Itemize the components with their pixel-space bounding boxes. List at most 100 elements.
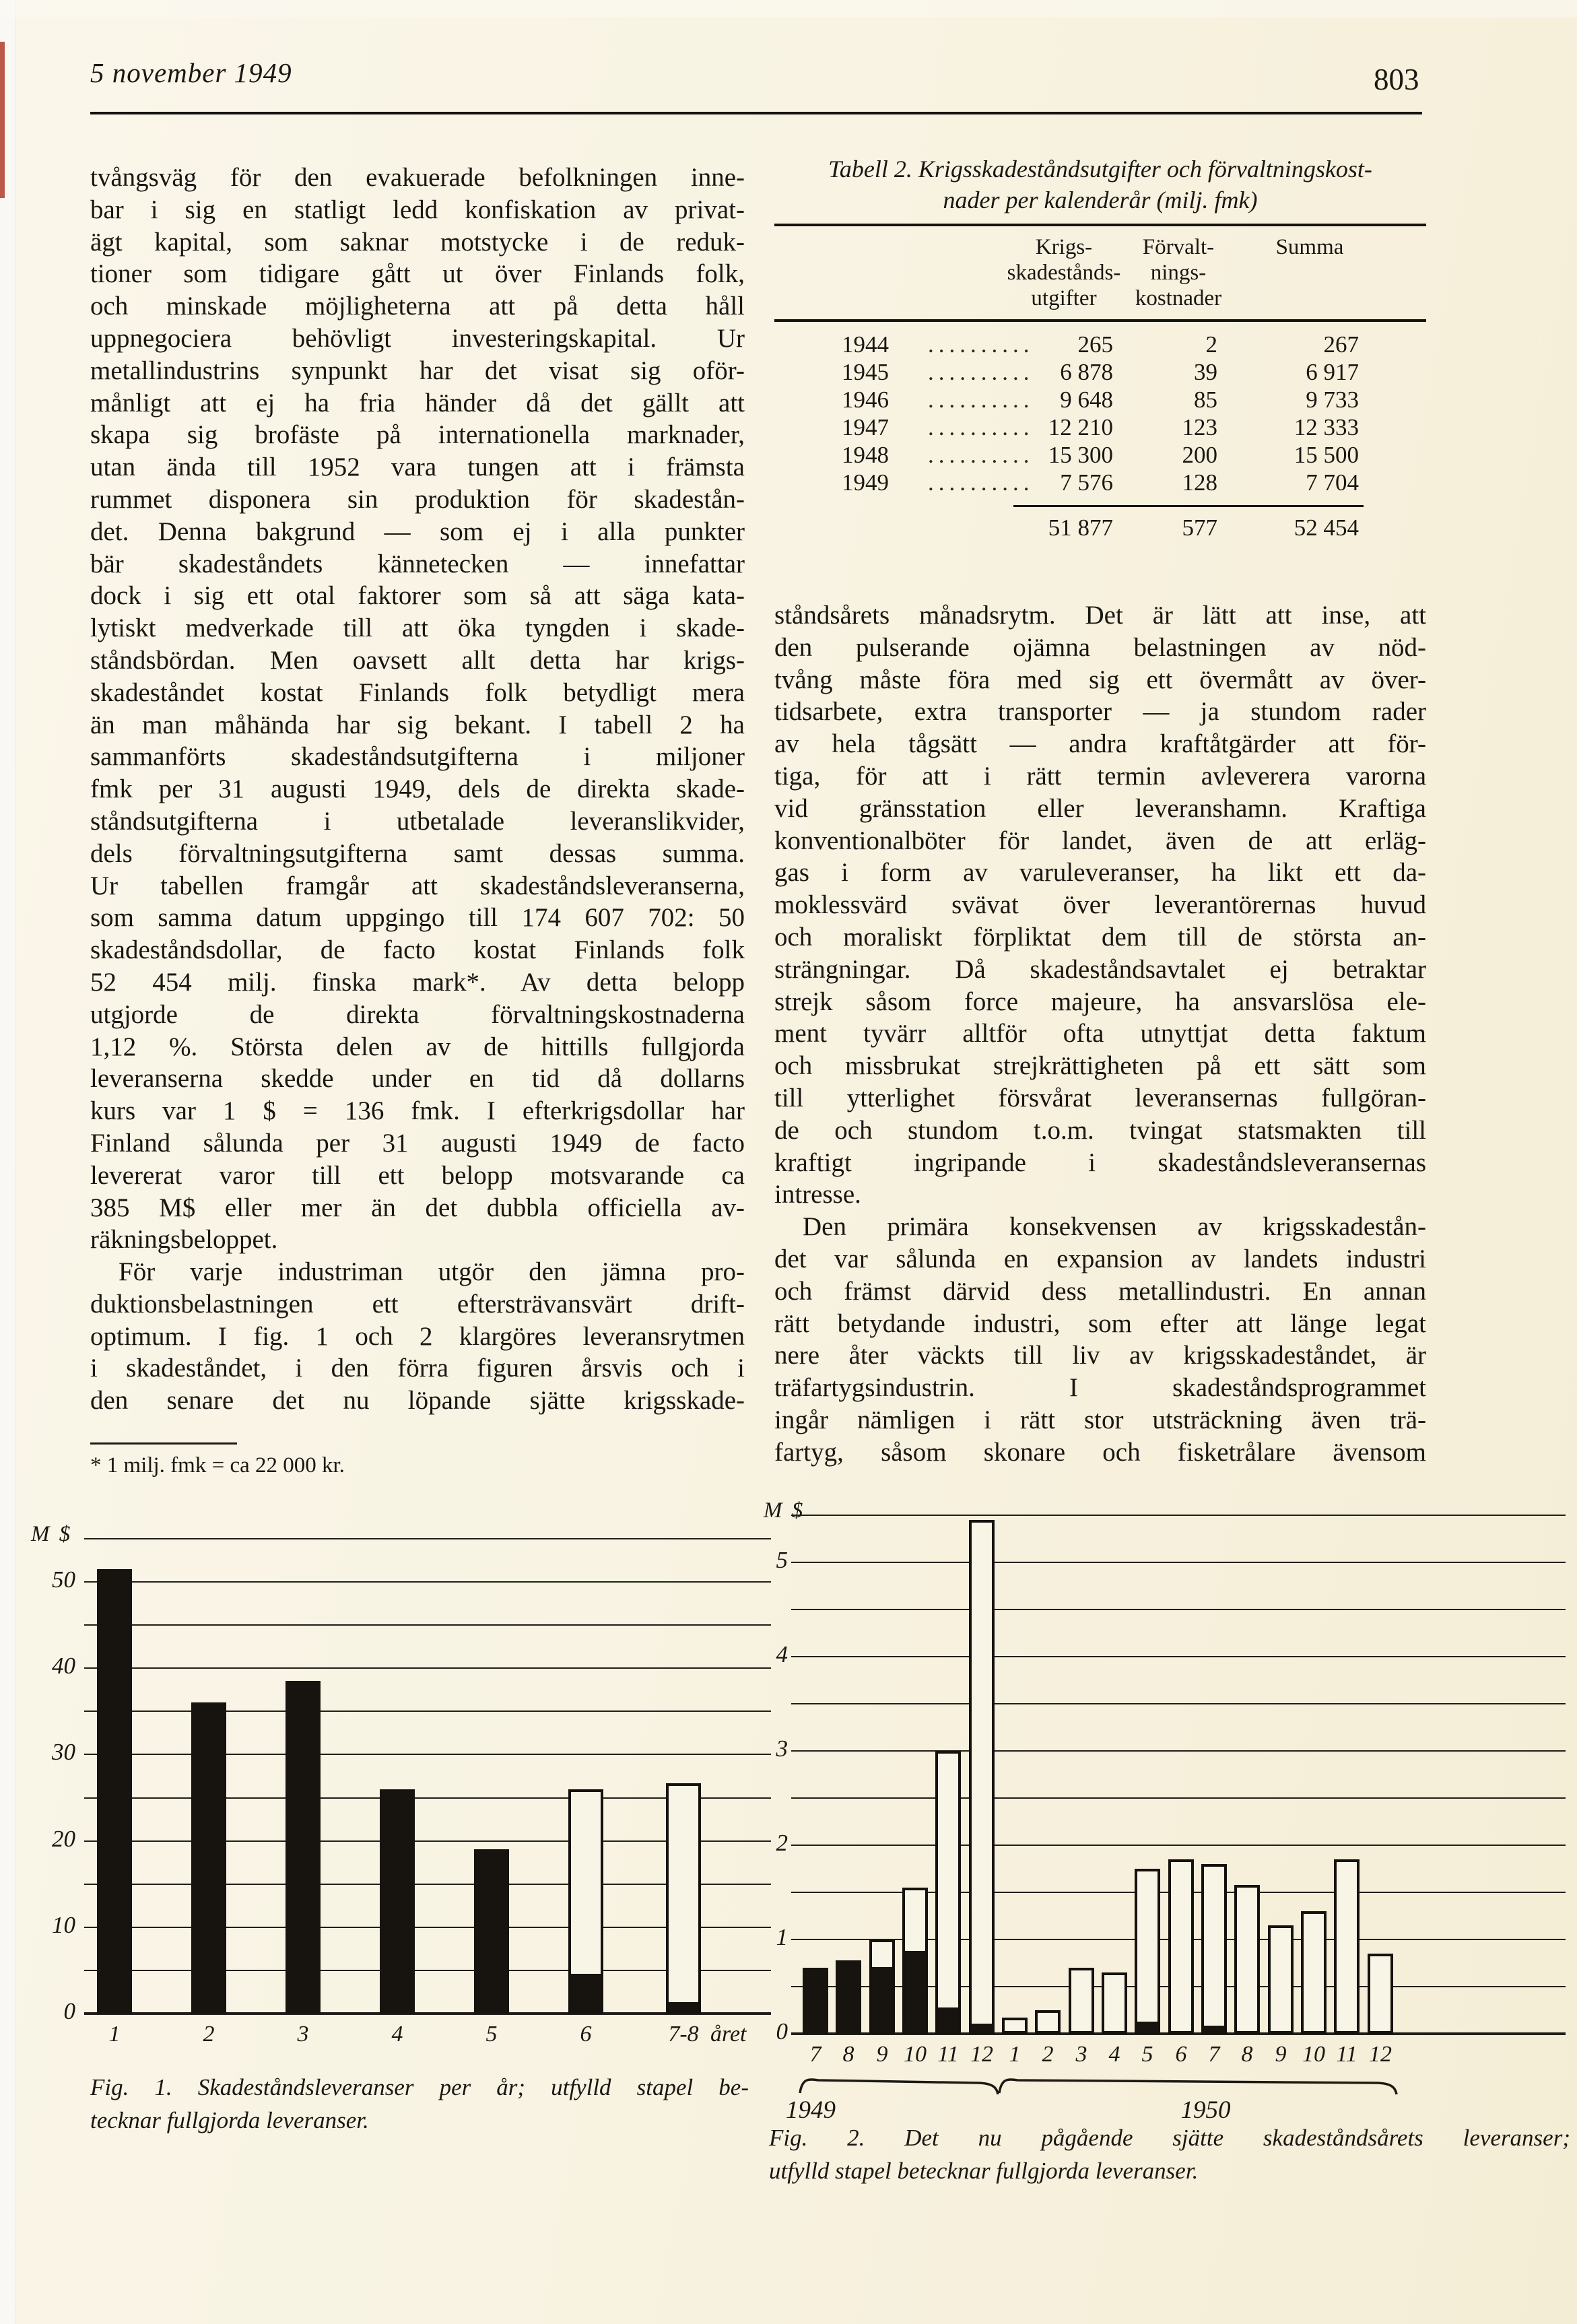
text-line: nere åter väckts till liv av krigsskades… <box>774 1341 1426 1370</box>
y-axis-tick-label: 40 <box>52 1653 75 1680</box>
text-line: räkningsbeloppet. <box>90 1225 278 1255</box>
x-axis-label: 3 <box>1075 2042 1087 2067</box>
table-title-line1: Tabell 2. Krigsskadeståndsutgifter och f… <box>828 156 1372 182</box>
summa-value: 7 704 <box>1306 469 1359 496</box>
text-line: tvångsväg för den evakuerade befolkninge… <box>90 163 745 192</box>
footnote: * 1 milj. fmk = ca 22 000 kr. <box>90 1453 345 1478</box>
y-axis-tick-label: 0 <box>776 2018 788 2045</box>
bar <box>836 1960 861 2034</box>
text-line: ment tyvärr alltför ofta utnyttjat detta… <box>774 1019 1426 1049</box>
bar <box>97 1569 132 2014</box>
text-line: gas i form av varuleveranser, ha likt et… <box>774 858 1426 888</box>
scan-edge <box>0 0 15 2324</box>
text-line: Ur tabellen framgår att skadeståndslever… <box>90 871 745 900</box>
y-axis-tick-label: 30 <box>52 1739 75 1766</box>
krigsskadestandsutgifter-value: 265 <box>1077 331 1114 358</box>
x-axis-label: 7 <box>1208 2042 1220 2067</box>
x-axis-label: 12 <box>970 2042 993 2067</box>
table-row: 1948.......... 15 300 200 15 500 <box>774 442 1426 469</box>
caption-line: utfylld stapel betecknar fullgjorda leve… <box>769 2158 1199 2184</box>
text-line: tioner som tidigare gått ut över Finland… <box>90 259 745 289</box>
bar <box>1368 1954 1393 2034</box>
leader-dots: .......... <box>928 387 1034 413</box>
bar <box>1234 1885 1260 2034</box>
caption-line: Fig. 2. Det nu pågående sjätte skadestån… <box>769 2125 1570 2151</box>
forvaltningskostnader-value: 85 <box>1194 387 1217 413</box>
bar-fill <box>1204 2026 1224 2031</box>
paragraph: tvångsväg för den evakuerade befolkninge… <box>90 162 745 1256</box>
text-line: metallindustrins synpunkt har det visat … <box>90 356 745 385</box>
table-title: Tabell 2. Krigsskadeståndsutgifter och f… <box>774 154 1426 215</box>
y-axis-tick-label: 1 <box>776 1924 788 1950</box>
gridline <box>84 1797 771 1799</box>
caption-line: Fig. 1. Skadeståndsleveranser per år; ut… <box>90 2074 749 2100</box>
x-axis-label: 1 <box>108 2022 121 2047</box>
bar <box>191 1702 226 2014</box>
table-row: 1949.......... 7 576 128 7 704 <box>774 469 1426 497</box>
gridline <box>84 1711 771 1713</box>
leader-dots: .......... <box>928 469 1034 496</box>
gridline <box>84 1926 771 1928</box>
text-line: bar i sig en statligt ledd konfiskation … <box>90 195 745 224</box>
text-line: strängningar. Då skadeståndsavtalet ej b… <box>774 954 1426 984</box>
gridline <box>791 1656 1566 1657</box>
summa-value: 9 733 <box>1306 387 1359 413</box>
text-line: och främst därvid dess metallindustri. E… <box>774 1276 1426 1306</box>
y-axis-tick-label: 5 <box>776 1547 788 1573</box>
text-line: Den primära konsekvensen av krigsskadest… <box>803 1212 1426 1242</box>
bar-fill <box>972 2024 992 2031</box>
text-line: konventionalböter för landet, även de at… <box>774 826 1426 855</box>
bar <box>1002 2018 1028 2034</box>
text-line: i skadeståndet, i den förra figuren årsv… <box>90 1354 745 1383</box>
text-line: 1,12 %. Största delen av de hittills ful… <box>90 1032 745 1061</box>
text-line: bär skadeståndets kännetecken — innefatt… <box>90 549 745 578</box>
text-line: och minskade möjligheterna att på detta … <box>90 292 745 321</box>
text-line: utgjorde de direkta förvaltningskostnade… <box>90 999 745 1029</box>
x-axis-label: 3 <box>297 2022 309 2047</box>
header-line: skadestånds- <box>1007 261 1121 285</box>
text-line: skadeståndsdollar, de facto kostat Finla… <box>90 935 745 965</box>
table-column-header: Krigs-skadestånds-utgifter <box>980 234 1148 311</box>
text-line: strejk såsom force majeure, ha ansvarslö… <box>774 987 1426 1016</box>
bar-fill <box>872 1967 892 2031</box>
figure-2-caption: Fig. 2. Det nu pågående sjätte skadestån… <box>769 2121 1570 2187</box>
bar <box>1069 1968 1094 2034</box>
bar-fill <box>571 1974 601 2011</box>
x-axis-label: 12 <box>1369 2042 1392 2067</box>
x-axis-label: 5 <box>1141 2042 1153 2067</box>
summa-value: 15 500 <box>1294 442 1359 468</box>
krigsskadestandsutgifter-value: 7 576 <box>1060 469 1113 496</box>
header-date: 5 november 1949 <box>90 57 292 88</box>
summa-value: 6 917 <box>1306 359 1359 385</box>
forvaltningskostnader-value: 123 <box>1182 414 1218 440</box>
text-line: moklessvärd svävat över leverantörernas … <box>774 890 1426 920</box>
table-row: 1944.......... 265 2 267 <box>774 331 1426 359</box>
gridline <box>84 1537 771 1539</box>
y-axis-tick-label: 2 <box>776 1830 788 1856</box>
krigsskadestandsutgifter-value: 15 300 <box>1048 442 1113 468</box>
bar <box>869 1939 895 2034</box>
text-line: levererat varor till ett belopp motsvara… <box>90 1160 745 1190</box>
x-axis-label: 9 <box>876 2042 888 2067</box>
text-line: det var sålunda en expansion av landets … <box>774 1244 1426 1273</box>
leader-dots: .......... <box>928 442 1034 468</box>
bar <box>1102 1972 1127 2034</box>
text-line: vid gränsstation eller leveranshamn. Kra… <box>774 793 1426 823</box>
paragraph: Den primära konsekvensen av krigsskadest… <box>774 1211 1426 1468</box>
table-rule-mid <box>774 319 1426 322</box>
gridline <box>84 1840 771 1842</box>
text-line: än man måhända har sig bekant. I tabell … <box>90 710 745 739</box>
x-axis-line <box>84 2012 771 2015</box>
text-line: av hela tågsätt — andra kraftåtgärder at… <box>774 729 1426 759</box>
text-line: rummet disponera sin produktion för skad… <box>90 484 745 514</box>
year-brace <box>998 2078 1398 2095</box>
x-axis-label: 4 <box>1108 2042 1120 2067</box>
text-line: ståndsårets månadsrytm. Det är lätt att … <box>774 601 1426 630</box>
year-cell: 1946 <box>842 387 889 413</box>
bar <box>969 1520 995 2034</box>
gridline <box>84 1624 771 1626</box>
x-axis-line <box>791 2032 1566 2035</box>
bar-fill <box>938 2007 958 2031</box>
page-number: 803 <box>1374 63 1419 96</box>
